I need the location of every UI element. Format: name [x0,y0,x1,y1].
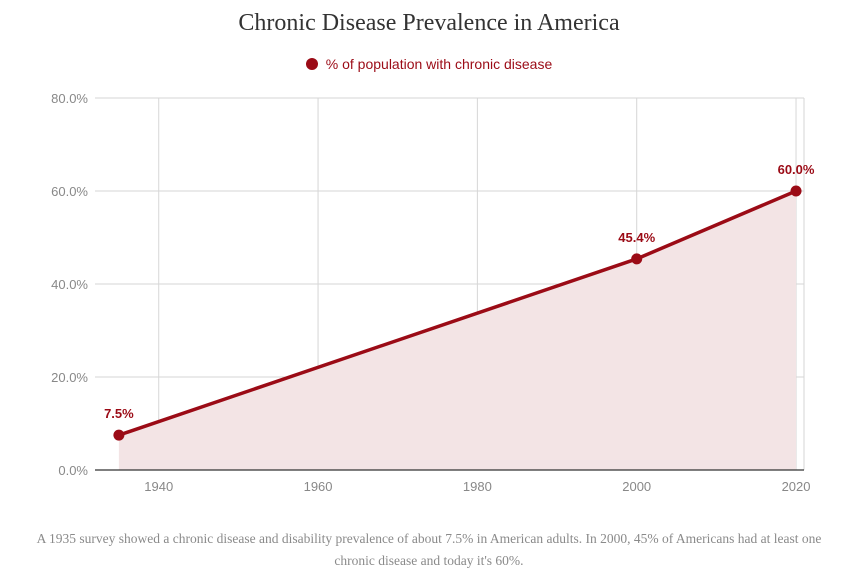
chart-legend: % of population with chronic disease [0,56,858,72]
x-tick-label: 2000 [622,479,651,494]
y-tick-label: 80.0% [51,91,88,106]
chart-caption: A 1935 survey showed a chronic disease a… [36,531,822,568]
chart-title: Chronic Disease Prevalence in America [238,10,620,36]
data-point [790,185,802,197]
data-point [631,253,643,265]
x-tick-label: 1980 [463,479,492,494]
data-label: 60.0% [778,162,815,177]
x-tick-label: 2020 [782,479,811,494]
y-tick-label: 60.0% [51,184,88,199]
legend-marker-icon [305,58,318,70]
x-tick-label: 1940 [144,479,173,494]
x-tick-label: 1960 [304,479,333,494]
y-tick-label: 20.0% [51,370,88,385]
data-point [113,429,125,441]
data-label: 7.5% [104,406,134,421]
y-tick-label: 0.0% [58,463,88,478]
y-tick-label: 40.0% [51,277,88,292]
series-area [118,191,797,470]
legend-label: % of population with chronic disease [325,56,553,72]
data-label: 45.4% [618,230,655,245]
